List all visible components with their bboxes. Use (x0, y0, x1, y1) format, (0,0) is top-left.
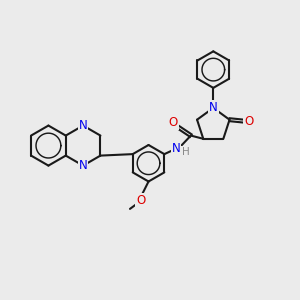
Text: N: N (209, 101, 218, 114)
Text: O: O (136, 194, 146, 207)
Text: O: O (169, 116, 178, 129)
Text: N: N (172, 142, 181, 155)
Text: H: H (182, 147, 189, 157)
Text: N: N (79, 159, 88, 172)
Text: O: O (244, 115, 253, 128)
Text: N: N (79, 119, 88, 132)
